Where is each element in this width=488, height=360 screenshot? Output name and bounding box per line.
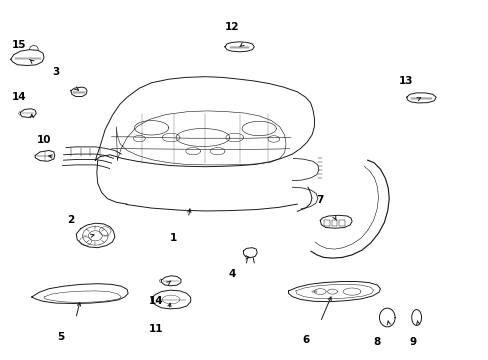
Text: 6: 6 bbox=[302, 335, 308, 345]
Text: 2: 2 bbox=[67, 215, 74, 225]
Bar bbox=[339, 220, 345, 226]
Bar bbox=[323, 220, 329, 226]
Text: 1: 1 bbox=[170, 233, 177, 243]
Text: 12: 12 bbox=[224, 22, 239, 32]
Text: 13: 13 bbox=[398, 76, 412, 86]
Text: 9: 9 bbox=[409, 337, 416, 347]
Text: 14: 14 bbox=[12, 92, 27, 102]
Text: 3: 3 bbox=[53, 67, 60, 77]
Text: 14: 14 bbox=[149, 296, 163, 306]
Text: 15: 15 bbox=[12, 40, 27, 50]
Bar bbox=[331, 220, 337, 226]
Text: 4: 4 bbox=[228, 269, 236, 279]
Text: 7: 7 bbox=[316, 195, 324, 205]
Text: 8: 8 bbox=[372, 337, 379, 347]
Text: 11: 11 bbox=[149, 324, 163, 334]
Text: 5: 5 bbox=[58, 332, 64, 342]
Text: 10: 10 bbox=[37, 135, 51, 145]
